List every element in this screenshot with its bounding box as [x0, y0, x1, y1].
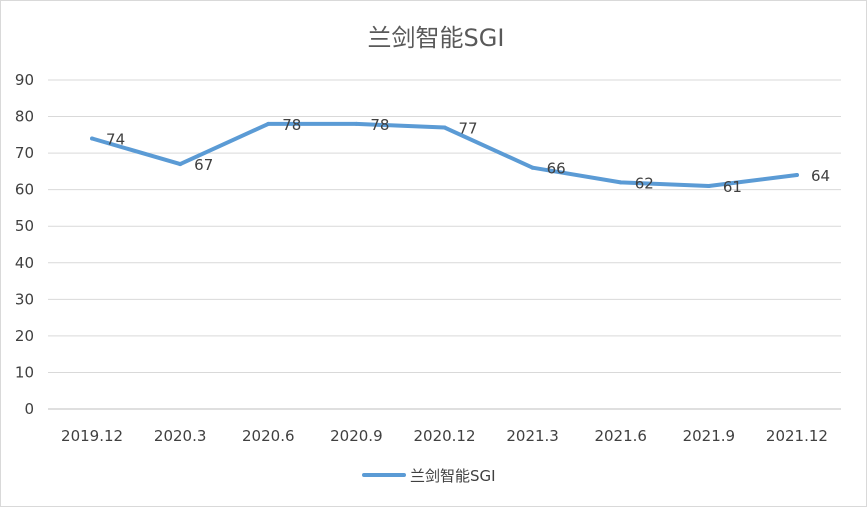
data-point: [354, 121, 359, 126]
data-label: 64: [811, 167, 830, 185]
data-point: [794, 173, 799, 178]
data-point: [266, 121, 271, 126]
data-point: [530, 165, 535, 170]
x-tick-label: 2020.3: [154, 427, 207, 445]
x-tick-label: 2021.6: [594, 427, 647, 445]
y-tick-label: 10: [15, 363, 34, 381]
data-point: [90, 136, 95, 141]
x-tick-label: 2020.12: [413, 427, 475, 445]
y-tick-label: 80: [15, 108, 34, 126]
y-tick-label: 40: [15, 254, 34, 272]
legend: 兰剑智能SGI: [362, 467, 496, 485]
y-tick-label: 70: [15, 144, 34, 162]
data-label: 78: [370, 116, 389, 134]
y-tick-label: 60: [15, 181, 34, 199]
x-tick-label: 2021.9: [683, 427, 736, 445]
data-point: [618, 180, 623, 185]
x-tick-label: 2020.9: [330, 427, 383, 445]
y-axis-tick-labels: 0 10 20 30 40 50 60 70 80 90: [15, 71, 34, 418]
y-tick-label: 90: [15, 71, 34, 89]
data-labels: 74 67 78 78 77 66 62 61 64: [106, 116, 830, 196]
y-tick-label: 50: [15, 217, 34, 235]
data-point: [706, 184, 711, 189]
data-label: 78: [282, 116, 301, 134]
data-point: [442, 125, 447, 130]
x-tick-label: 2021.12: [766, 427, 828, 445]
x-tick-label: 2021.3: [506, 427, 559, 445]
data-point: [178, 162, 183, 167]
chart-title: 兰剑智能SGI: [368, 24, 505, 52]
data-label: 67: [194, 156, 213, 174]
data-label: 74: [106, 130, 125, 148]
x-tick-label: 2019.12: [61, 427, 123, 445]
data-label: 66: [547, 160, 566, 178]
x-axis-tick-labels: 2019.12 2020.3 2020.6 2020.9 2020.12 2021.3 20…: [61, 427, 828, 445]
gridlines: [48, 79, 841, 410]
data-label: 77: [459, 120, 478, 138]
data-label: 62: [635, 174, 654, 192]
x-tick-label: 2020.6: [242, 427, 295, 445]
series-layer: [90, 121, 799, 189]
y-tick-label: 20: [15, 327, 34, 345]
legend-label: 兰剑智能SGI: [410, 467, 496, 485]
y-tick-label: 30: [15, 290, 34, 308]
data-label: 61: [723, 178, 742, 196]
y-tick-label: 0: [24, 400, 34, 418]
series-line: [90, 121, 799, 188]
